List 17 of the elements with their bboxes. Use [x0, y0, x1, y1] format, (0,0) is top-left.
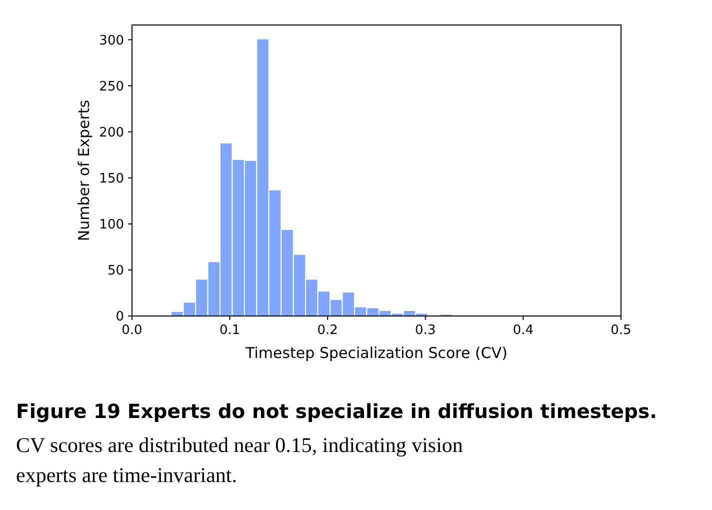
y-tick-label: 0 [116, 310, 124, 325]
x-axis-title: Timestep Specialization Score (CV) [244, 344, 508, 362]
caption: Figure 19 Experts do not specialize in diffusion timesteps. [16, 400, 657, 423]
x-tick-label: 0.4 [512, 323, 534, 338]
x-tick-label: 0.0 [122, 323, 142, 338]
y-tick-label: 200 [99, 125, 124, 140]
x-tick-label: 0.3 [415, 323, 436, 338]
y-tick-label: 300 [99, 33, 124, 48]
y-tick-label: 250 [99, 79, 124, 94]
y-tick-label: 50 [107, 264, 124, 279]
x-tick-label: 0.5 [610, 323, 632, 338]
y-tick-label: 150 [99, 171, 124, 186]
x-tick-label: 0.1 [219, 323, 240, 338]
text: CV scores are distributed near 0.15, indicating vision experts are time-invariant. [16, 433, 464, 487]
y-tick-label: 100 [99, 217, 124, 232]
y-axis-title: Number of Experts [75, 100, 93, 242]
x-tick-label: 0.2 [317, 323, 338, 338]
